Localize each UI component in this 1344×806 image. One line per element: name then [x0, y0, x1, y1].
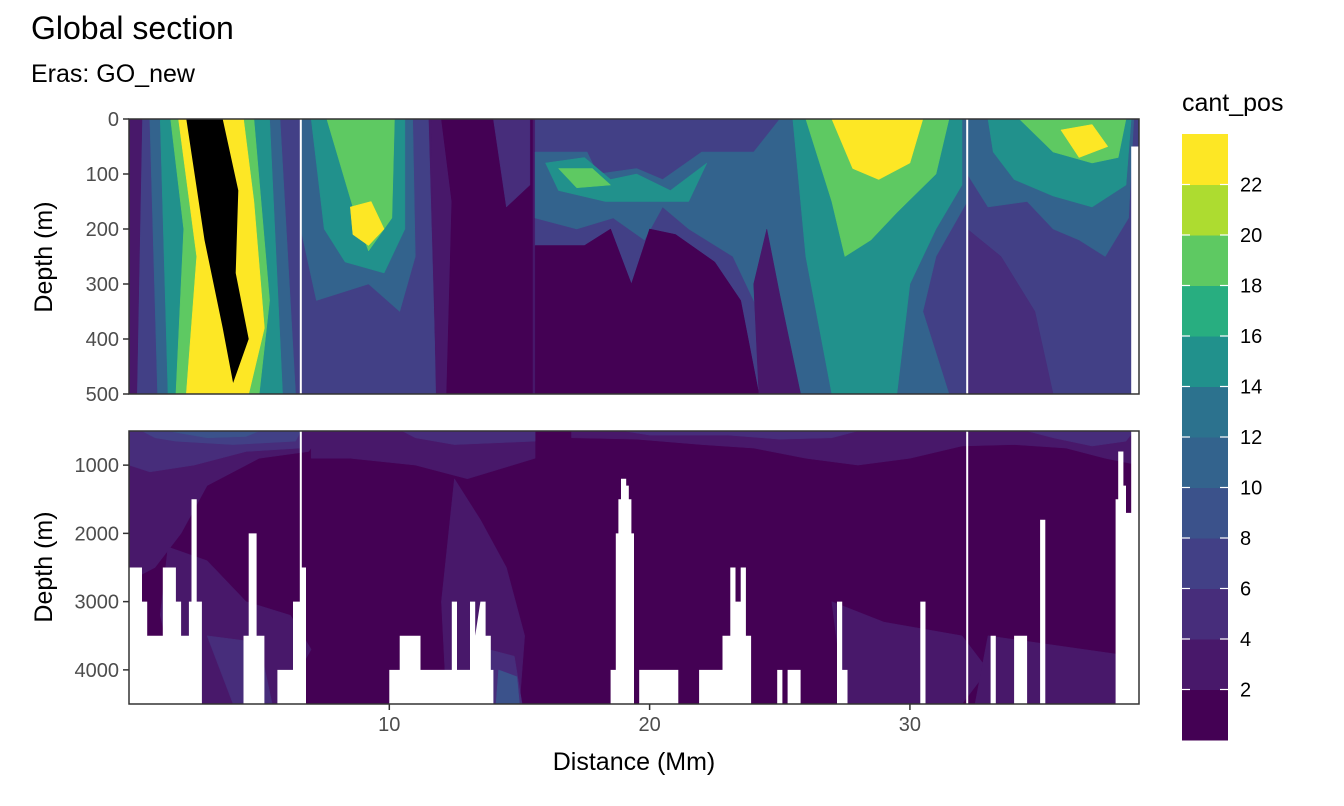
upper-y-axis: 0 100 200 300 400 500 [86, 109, 129, 406]
contour-region [207, 157, 231, 207]
contour-region [805, 119, 950, 257]
bathymetry-mask [277, 567, 306, 704]
lower-station-lines [299, 431, 969, 704]
contour-region [495, 669, 520, 704]
lower-y-axis-title: Depth (m) [30, 511, 58, 622]
contour-region [623, 431, 858, 440]
y-tick-label: 100 [86, 164, 119, 186]
contour-region [1060, 124, 1109, 158]
upper-y-axis-title: Depth (m) [30, 201, 58, 312]
bathymetry-mask [1131, 146, 1139, 394]
legend-swatch [1182, 386, 1228, 438]
legend-swatch [1182, 184, 1228, 236]
y-tick-label: 300 [86, 274, 119, 296]
bathymetry-mask [777, 669, 783, 704]
contour-region [831, 119, 924, 180]
upper-panel-border [128, 118, 1140, 395]
y-tick-label: 2000 [75, 523, 120, 545]
legend-tick-label: 16 [1240, 326, 1262, 348]
contour-region [534, 228, 760, 394]
upper-station-lines [299, 119, 969, 394]
upper-panel: 0 100 200 300 400 500 Depth (m) [30, 109, 1140, 406]
color-legend: cant_pos 2 4 6 8 10 12 14 16 18 20 22 [1182, 89, 1283, 741]
bathymetry-mask [1115, 431, 1139, 704]
contour-region [974, 635, 1132, 704]
legend-tick-label: 10 [1240, 478, 1262, 500]
bathymetry-mask [990, 635, 996, 704]
legend-tick-label: 4 [1240, 629, 1251, 651]
contour-region [1027, 431, 1135, 447]
bathymetry-mask [389, 601, 494, 704]
y-tick-label: 400 [86, 329, 119, 351]
legend-swatch [1182, 588, 1228, 640]
legend-swatch [1182, 487, 1228, 539]
legend-swatch [1182, 336, 1228, 387]
bathymetry-mask [920, 601, 926, 704]
y-tick-label: 4000 [75, 660, 120, 682]
lower-panel: 1000 2000 3000 4000 10 20 30 Depth (m) Distan… [30, 430, 1140, 776]
bathymetry-mask [837, 601, 848, 704]
contour-region [141, 431, 302, 445]
chart-title: Global section [31, 10, 234, 46]
bathymetry-mask [1040, 519, 1046, 704]
bathymetry-mask [787, 669, 801, 704]
contour-region [493, 119, 531, 208]
legend-tick-label: 14 [1240, 377, 1262, 399]
legend-tick-label: 12 [1240, 427, 1262, 449]
x-axis-title: Distance (Mm) [553, 748, 716, 776]
legend-swatch [1182, 134, 1228, 185]
lower-contour-field [129, 431, 1139, 704]
x-tick-label: 20 [638, 714, 660, 736]
y-tick-label: 500 [86, 384, 119, 406]
x-axis: 10 20 30 [378, 704, 921, 736]
chart-subtitle: Eras: GO_new [31, 60, 195, 88]
upper-contour-field [129, 119, 1139, 394]
contour-region [402, 431, 536, 445]
legend-swatch [1182, 538, 1228, 589]
contour-region [167, 431, 260, 439]
bathymetry-mask [1014, 635, 1028, 704]
y-tick-label: 200 [86, 219, 119, 241]
x-tick-label: 10 [378, 714, 400, 736]
legend-swatch [1182, 235, 1228, 286]
legend-colorbar [1182, 134, 1228, 741]
legend-tick-label: 2 [1240, 680, 1251, 702]
contour-region [350, 201, 385, 246]
y-tick-label: 0 [108, 109, 119, 131]
legend-tick-label: 18 [1240, 276, 1262, 298]
bathymetry-mask [610, 478, 634, 704]
legend-swatch [1182, 639, 1228, 690]
bathymetry-mask [243, 533, 265, 704]
legend-swatch [1182, 437, 1228, 488]
x-tick-label: 30 [899, 714, 921, 736]
y-tick-label: 3000 [75, 592, 120, 614]
bathymetry-mask [129, 499, 202, 704]
contour-region [753, 228, 801, 394]
legend-tick-label: 22 [1240, 175, 1262, 197]
contour-region [557, 168, 612, 189]
legend-tick-label: 20 [1240, 225, 1262, 247]
legend-labels: 2 4 6 8 10 12 14 16 18 20 22 [1182, 175, 1262, 702]
contour-region [129, 119, 143, 394]
legend-title: cant_pos [1182, 89, 1283, 117]
lower-y-axis: 1000 2000 3000 4000 [75, 455, 129, 682]
legend-tick-label: 8 [1240, 528, 1251, 550]
bathymetry-mask [699, 567, 752, 704]
legend-swatch [1182, 285, 1228, 337]
legend-swatch [1182, 689, 1228, 741]
y-tick-label: 1000 [75, 455, 120, 477]
lower-panel-border [128, 430, 1140, 705]
contour-region [441, 478, 525, 704]
legend-tick-label: 6 [1240, 579, 1251, 601]
bathymetry-mask [639, 669, 679, 704]
